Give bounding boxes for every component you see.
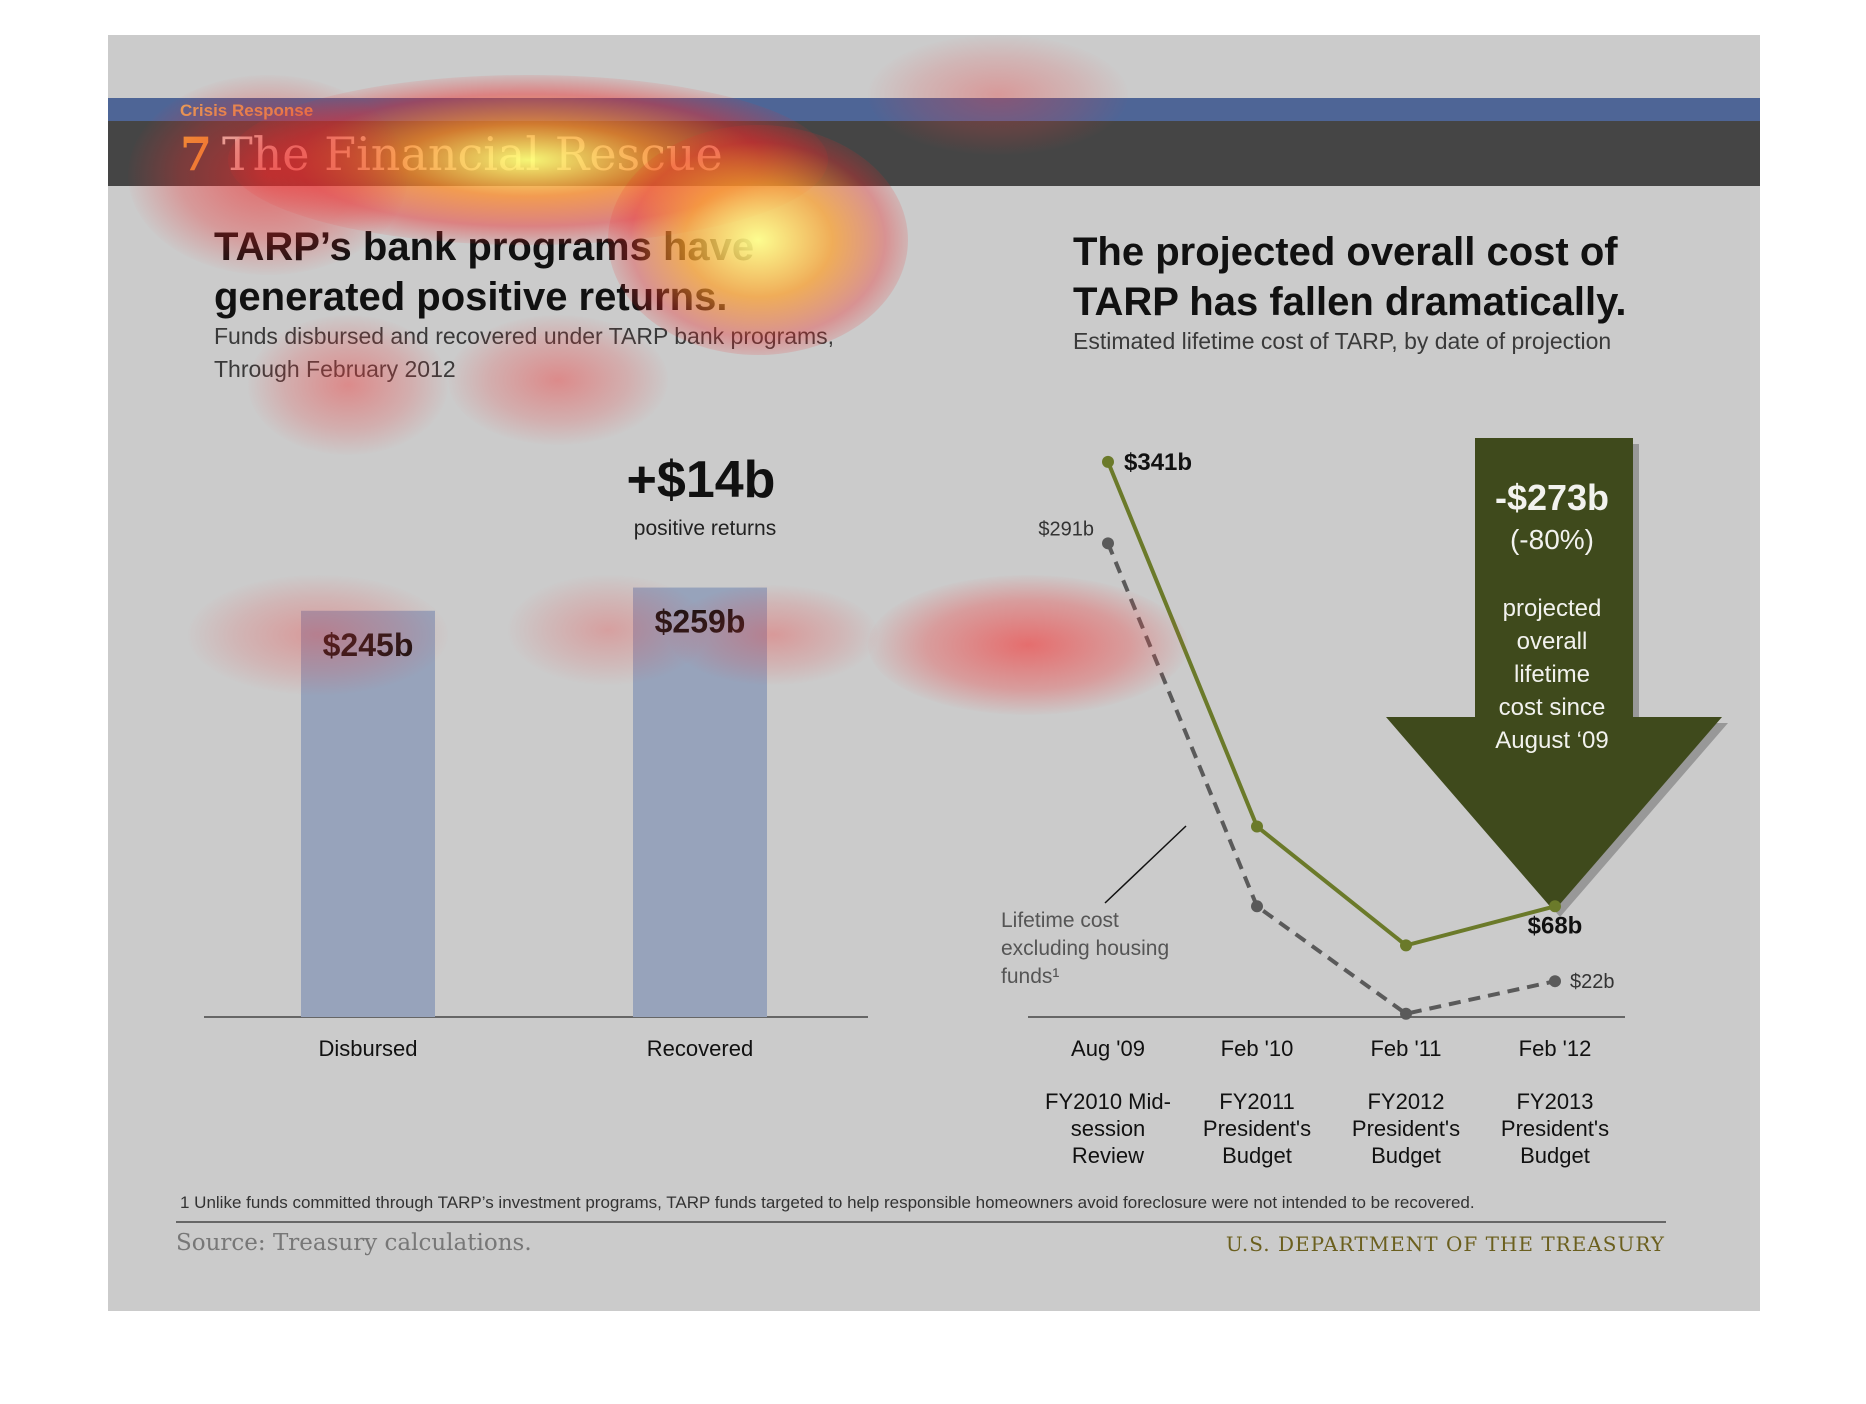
x-tick-sublabel: President's xyxy=(1352,1116,1460,1141)
x-tick-sublabel: Budget xyxy=(1371,1143,1441,1168)
bar-category-label: Disbursed xyxy=(318,1036,417,1061)
x-tick-sublabel: President's xyxy=(1501,1116,1609,1141)
bar-0 xyxy=(301,610,435,1017)
slide: Crisis Response 7 The Financial Rescue T… xyxy=(108,35,1760,1311)
left-subtitle-line2: Through February 2012 xyxy=(214,356,456,382)
x-tick-sublabel: Budget xyxy=(1520,1143,1590,1168)
x-tick-sublabel: session xyxy=(1071,1116,1146,1141)
x-tick-label: Feb '12 xyxy=(1519,1036,1592,1061)
bar-category-label: Recovered xyxy=(647,1036,753,1061)
x-tick-sublabel: Review xyxy=(1072,1143,1144,1168)
series-point xyxy=(1400,939,1412,952)
callout-text-line: cost since xyxy=(1499,694,1606,721)
x-tick-sublabel: President's xyxy=(1203,1116,1311,1141)
x-tick-label: Aug '09 xyxy=(1071,1036,1145,1061)
x-tick-label: Feb '11 xyxy=(1370,1036,1441,1061)
bar-annotation-text: positive returns xyxy=(634,517,776,540)
footnote: 1 Unlike funds committed through TARP’s … xyxy=(180,1193,1475,1212)
data-label: $22b xyxy=(1570,971,1615,993)
bar-value-label: $245b xyxy=(323,627,414,663)
bar-annotation-value: +$14b xyxy=(627,451,776,509)
charts: $245b Disbursed $259b Recovered +$14b positiv… xyxy=(204,438,1728,1168)
x-tick-sublabel: FY2010 Mid- xyxy=(1045,1089,1171,1114)
bar-value-label: $259b xyxy=(655,604,746,640)
series-point xyxy=(1251,820,1263,833)
right-headline: The projected overall cost of TARP has f… xyxy=(1073,227,1627,327)
annotation-leader-line xyxy=(1104,825,1187,904)
series-point xyxy=(1549,900,1561,913)
right-headline-line1: The projected overall cost of xyxy=(1073,230,1618,274)
series-point xyxy=(1102,537,1114,550)
series-point xyxy=(1400,1007,1412,1020)
series-annotation-label: excluding housing xyxy=(1001,937,1169,960)
right-headline-line2: TARP has fallen dramatically. xyxy=(1073,280,1627,324)
callout-text-line: lifetime xyxy=(1514,661,1590,688)
callout-text-line: overall xyxy=(1517,628,1588,655)
footer-divider xyxy=(176,1221,1666,1223)
x-tick-sublabel: Budget xyxy=(1222,1143,1292,1168)
callout-value: -$273b xyxy=(1495,477,1609,518)
series-point xyxy=(1549,975,1561,988)
data-label: $341b xyxy=(1124,449,1192,476)
callout-text-line: projected xyxy=(1503,595,1602,622)
source-note: Source: Treasury calculations. xyxy=(176,1230,532,1256)
callout-arrow xyxy=(1386,438,1722,911)
callout-percent: (-80%) xyxy=(1510,524,1594,555)
x-tick-sublabel: FY2011 xyxy=(1219,1089,1294,1114)
data-label: $291b xyxy=(1038,518,1094,540)
series-point xyxy=(1251,900,1263,913)
series-annotation-label: funds¹ xyxy=(1001,965,1059,988)
x-tick-sublabel: FY2013 xyxy=(1516,1089,1593,1114)
treasury-wordmark: U.S. DEPARTMENT OF THE TREASURY xyxy=(1225,1232,1665,1256)
x-tick-label: Feb '10 xyxy=(1221,1036,1294,1061)
series-line-excluding-housing xyxy=(1106,542,1556,1016)
callout-text-line: August ‘09 xyxy=(1495,727,1608,754)
x-tick-sublabel: FY2012 xyxy=(1367,1089,1444,1114)
data-label: $68b xyxy=(1528,912,1583,939)
right-subtitle: Estimated lifetime cost of TARP, by date… xyxy=(1073,328,1612,354)
bar-1 xyxy=(633,587,767,1017)
series-point xyxy=(1102,455,1114,468)
series-annotation-label: Lifetime cost xyxy=(1001,909,1119,932)
